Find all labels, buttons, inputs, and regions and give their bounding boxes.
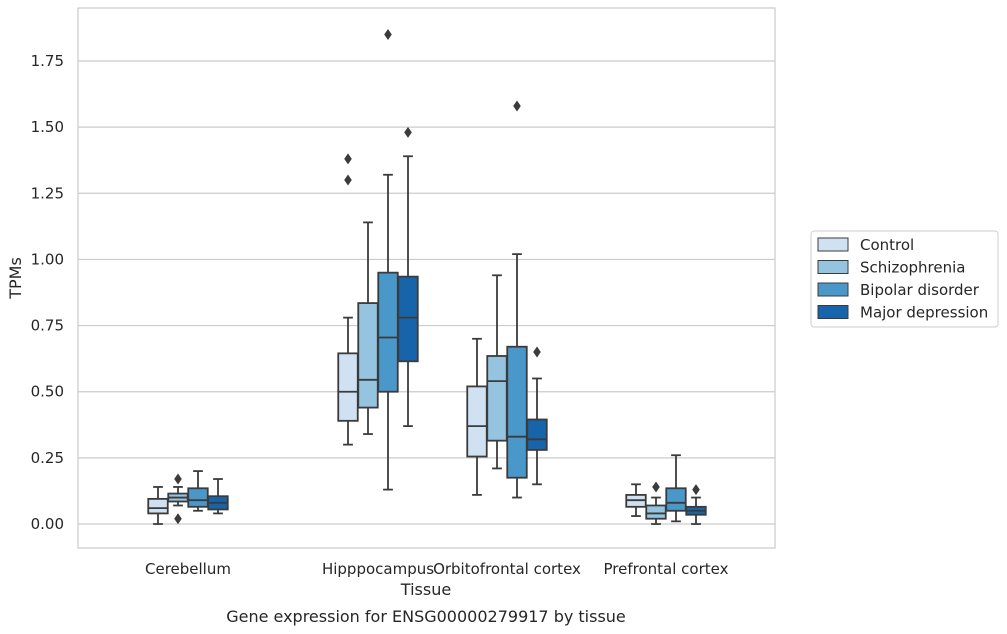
box [486, 355, 508, 442]
x-tick-labels: Cerebellum Hipppocampus Orbitofrontal cort… [145, 560, 729, 578]
legend-swatch [817, 305, 849, 319]
box [397, 275, 419, 363]
outlier-point [384, 29, 392, 41]
outlier-point [174, 513, 182, 525]
legend-swatch [817, 237, 849, 252]
legend-label: Control [860, 236, 914, 254]
legend-label: Major depression [860, 304, 988, 322]
box [337, 352, 359, 422]
box [466, 385, 488, 458]
x-axis-title: Tissue [400, 580, 451, 599]
y-tick-label: 1.50 [31, 118, 64, 136]
box [506, 345, 528, 479]
legend-frame [810, 230, 999, 328]
x-tick-label: Hipppocampus [322, 560, 434, 578]
y-tick-label: 0.75 [31, 317, 64, 335]
series-major-depression [207, 126, 707, 525]
y-tick-labels: 0.00 0.25 0.50 0.75 1.00 1.25 1.50 1.75 [31, 52, 64, 533]
outlier-point [404, 126, 412, 138]
legend-swatch [817, 282, 849, 297]
y-tick-label: 0.00 [31, 515, 64, 533]
outlier-point [652, 481, 660, 493]
series-schizophrenia [167, 221, 667, 525]
outlier-point [692, 484, 700, 496]
outlier-point [174, 473, 182, 485]
x-tick-label: Orbitofrontal cortex [433, 560, 581, 578]
y-tick-label: 0.50 [31, 383, 64, 401]
box [526, 418, 548, 451]
plot-area-frame [77, 7, 776, 549]
box [187, 487, 209, 508]
series-bipolar-disorder [187, 29, 687, 523]
box [147, 497, 169, 515]
outlier-point [344, 174, 352, 186]
outlier-point [513, 100, 521, 112]
gridlines [78, 60, 775, 525]
outlier-point [533, 346, 541, 358]
y-tick-label: 1.25 [31, 184, 64, 202]
legend-label: Bipolar disorder [860, 281, 980, 299]
box [645, 504, 667, 520]
y-axis-title: TPMs [6, 257, 25, 300]
outlier-point [344, 153, 352, 165]
x-tick-label: Prefrontal cortex [604, 560, 729, 578]
chart-caption: Gene expression for ENSG00000279917 by t… [226, 607, 626, 626]
box-series [147, 29, 707, 525]
legend-swatch [817, 260, 849, 274]
series-control [147, 153, 647, 525]
legend: Control Schizophrenia Bipolar disorder Majo… [810, 230, 999, 328]
y-tick-label: 1.75 [31, 52, 64, 70]
box [665, 487, 687, 512]
y-tick-label: 1.00 [31, 250, 64, 268]
box [377, 271, 399, 393]
x-tick-label: Cerebellum [145, 560, 231, 578]
legend-label: Schizophrenia [860, 259, 965, 277]
box [357, 302, 379, 409]
y-tick-label: 0.25 [31, 449, 64, 467]
